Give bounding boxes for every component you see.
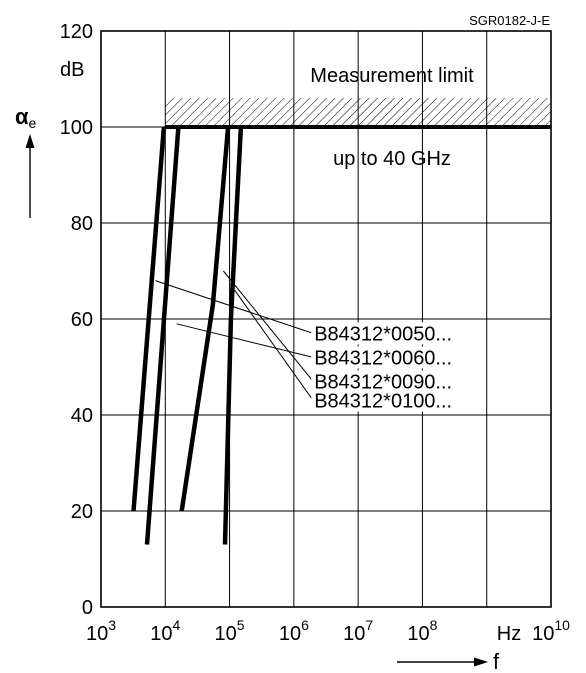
legend-label-4: B84312*0100... [314, 391, 452, 413]
legend-label-3: B84312*0090... [314, 371, 452, 393]
series-line-4 [222, 126, 244, 545]
y-tick-label: 120 [60, 21, 93, 43]
x-tick-base: 10 [343, 623, 365, 645]
legend-label-2: B84312*0060... [314, 347, 452, 369]
x-tick-exp: 10 [554, 617, 570, 633]
y-tick-label: 60 [71, 309, 93, 331]
y-tick-label: 40 [71, 405, 93, 427]
x-tick-exp: 3 [108, 617, 116, 633]
x-tick-label: 107 [343, 617, 373, 645]
x-tick-base: 10 [532, 623, 554, 645]
x-tick-base: 10 [86, 623, 108, 645]
plot-frame [100, 30, 552, 608]
x-unit-label: Hz [497, 623, 521, 645]
series-group [131, 126, 244, 545]
x-axis-arrow [397, 657, 488, 667]
x-tick-base: 10 [150, 623, 172, 645]
series-line-1 [131, 126, 167, 512]
doc-code: SGR0182-J-E [469, 13, 550, 28]
y-axis-symbol: αe [15, 104, 37, 131]
legend-leader-4 [234, 289, 314, 401]
x-tick-label: 108 [407, 617, 437, 645]
x-tick-exp: 8 [430, 617, 438, 633]
legend-leader-lines [155, 270, 314, 401]
y-tick-label: 0 [82, 597, 93, 619]
x-tick-base: 10 [215, 623, 237, 645]
legend-leader-3 [222, 270, 314, 382]
x-tick-exp: 5 [237, 617, 245, 633]
limit-label: Measurement limit [310, 65, 474, 87]
legend-leader-2 [176, 323, 314, 358]
legend-labels: B84312*0050...B84312*0060...B84312*0090.… [311, 322, 482, 413]
legend-label-1: B84312*0050... [314, 323, 452, 345]
legend-label-bg [311, 322, 482, 345]
series-line-2 [144, 126, 181, 545]
y-axis-symbol-main: α [15, 104, 29, 129]
x-tick-labels: 103 104 105 106 107 108 1010 [86, 617, 570, 645]
x-tick-exp: 4 [173, 617, 181, 633]
limit-sublabel: up to 40 GHz [333, 148, 451, 170]
y-axis-symbol-sub: e [29, 115, 37, 131]
series-line-3 [179, 126, 231, 512]
y-tick-label: 20 [71, 501, 93, 523]
x-tick-label: 103 [86, 617, 116, 645]
x-tick-base: 10 [279, 623, 301, 645]
y-tick-label: 80 [71, 213, 93, 235]
x-tick-base: 10 [407, 623, 429, 645]
y-unit-label: dB [60, 59, 84, 81]
y-tick-label: 100 [60, 117, 93, 139]
x-tick-exp: 7 [365, 617, 373, 633]
x-tick-exp: 6 [301, 617, 309, 633]
x-tick-label: 104 [150, 617, 180, 645]
x-tick-label: 1010 [532, 617, 570, 645]
legend-leader-1 [155, 280, 314, 334]
x-axis-symbol: f [493, 649, 500, 673]
y-tick-labels: 0 20 40 60 80 100 120 [60, 21, 93, 619]
legend-label-bg [311, 346, 482, 369]
legend-label-bg [311, 389, 482, 412]
legend-label-bg [311, 370, 482, 393]
x-tick-label: 106 [279, 617, 309, 645]
y-axis-arrow [25, 134, 35, 218]
x-tick-label: 105 [215, 617, 245, 645]
measurement-limit-hatch [165, 98, 552, 127]
